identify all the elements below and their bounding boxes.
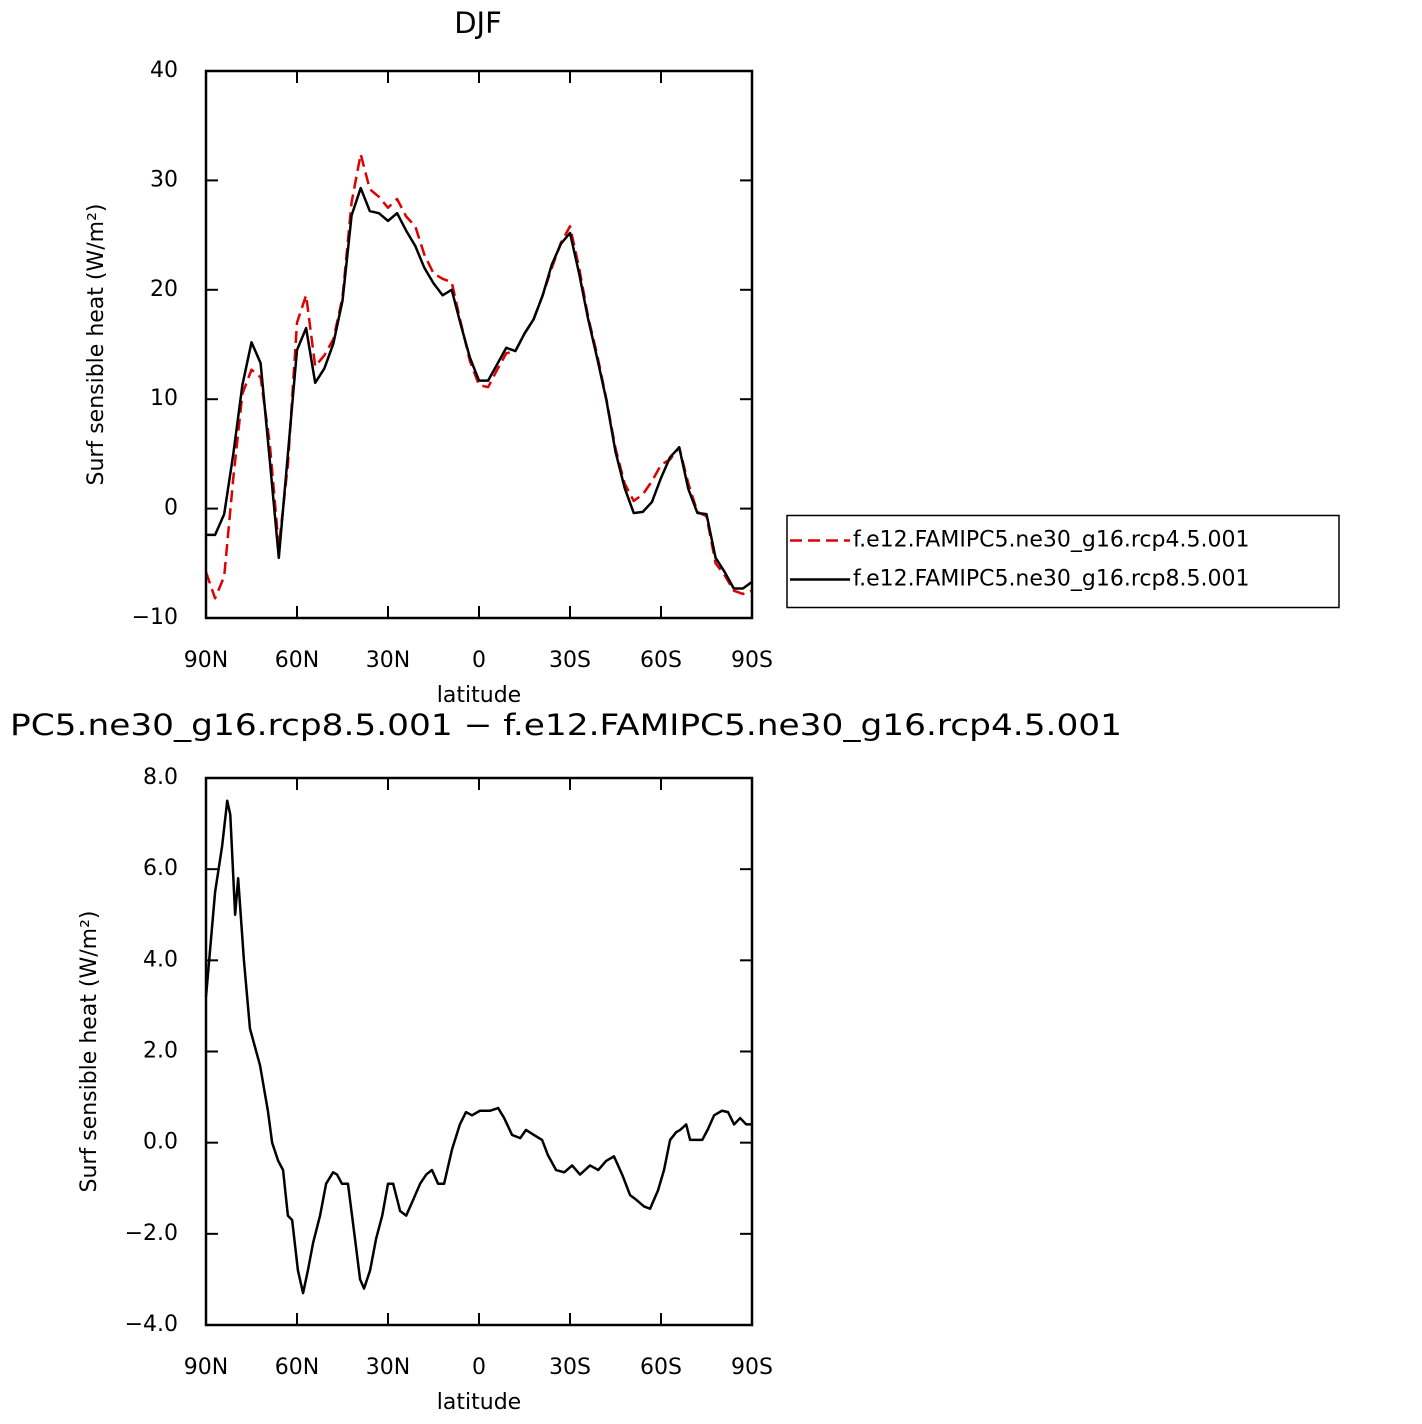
x-axis-label: latitude bbox=[437, 1390, 521, 1415]
y-tick-label: −10 bbox=[132, 605, 178, 630]
chart-title: PC5.ne30_g16.rcp8.5.001 − f.e12.FAMIPC5.… bbox=[10, 708, 1122, 742]
y-tick-label: 2.0 bbox=[143, 1039, 178, 1064]
data-line bbox=[204, 799, 752, 1295]
legend-box bbox=[786, 514, 1340, 609]
y-tick-label: −4.0 bbox=[125, 1312, 178, 1337]
y-tick-label: 40 bbox=[150, 58, 178, 83]
y-tick-label: 4.0 bbox=[143, 947, 178, 972]
x-tick-label: 90N bbox=[184, 648, 228, 673]
x-tick-label: 60S bbox=[640, 1355, 682, 1380]
x-tick-label: 30S bbox=[549, 648, 591, 673]
y-tick-label: 10 bbox=[150, 386, 178, 411]
y-tick-label: 20 bbox=[150, 277, 178, 302]
chart-title: DJF bbox=[454, 6, 502, 40]
y-tick-label: 0.0 bbox=[143, 1130, 178, 1155]
y-tick-label: −2.0 bbox=[125, 1221, 178, 1246]
data-line bbox=[206, 186, 753, 590]
y-axis-label: Surf sensible heat (W/m²) bbox=[84, 204, 109, 486]
x-tick-label: 30S bbox=[549, 1355, 591, 1380]
legend-label: f.e12.FAMIPC5.ne30_g16.rcp4.5.001 bbox=[853, 528, 1249, 553]
y-tick-label: 6.0 bbox=[143, 856, 178, 881]
x-tick-label: 90S bbox=[731, 1355, 773, 1380]
x-tick-label: 90S bbox=[731, 648, 773, 673]
plot-frame bbox=[204, 69, 754, 620]
y-tick-label: 30 bbox=[150, 167, 178, 192]
plot-frame bbox=[204, 776, 754, 1327]
x-axis-label: latitude bbox=[437, 683, 521, 708]
y-tick-label: 8.0 bbox=[143, 765, 178, 790]
x-tick-label: 60N bbox=[275, 1355, 319, 1380]
x-tick-label: 0 bbox=[472, 1355, 486, 1380]
x-tick-label: 90N bbox=[184, 1355, 228, 1380]
y-axis-label: Surf sensible heat (W/m²) bbox=[77, 911, 102, 1193]
x-tick-label: 60N bbox=[275, 648, 319, 673]
x-tick-label: 30N bbox=[366, 1355, 410, 1380]
data-line bbox=[204, 152, 753, 600]
x-tick-label: 30N bbox=[366, 648, 410, 673]
x-tick-label: 0 bbox=[472, 648, 486, 673]
y-tick-label: 0 bbox=[164, 496, 178, 521]
x-tick-label: 60S bbox=[640, 648, 682, 673]
legend-label: f.e12.FAMIPC5.ne30_g16.rcp8.5.001 bbox=[853, 567, 1249, 592]
